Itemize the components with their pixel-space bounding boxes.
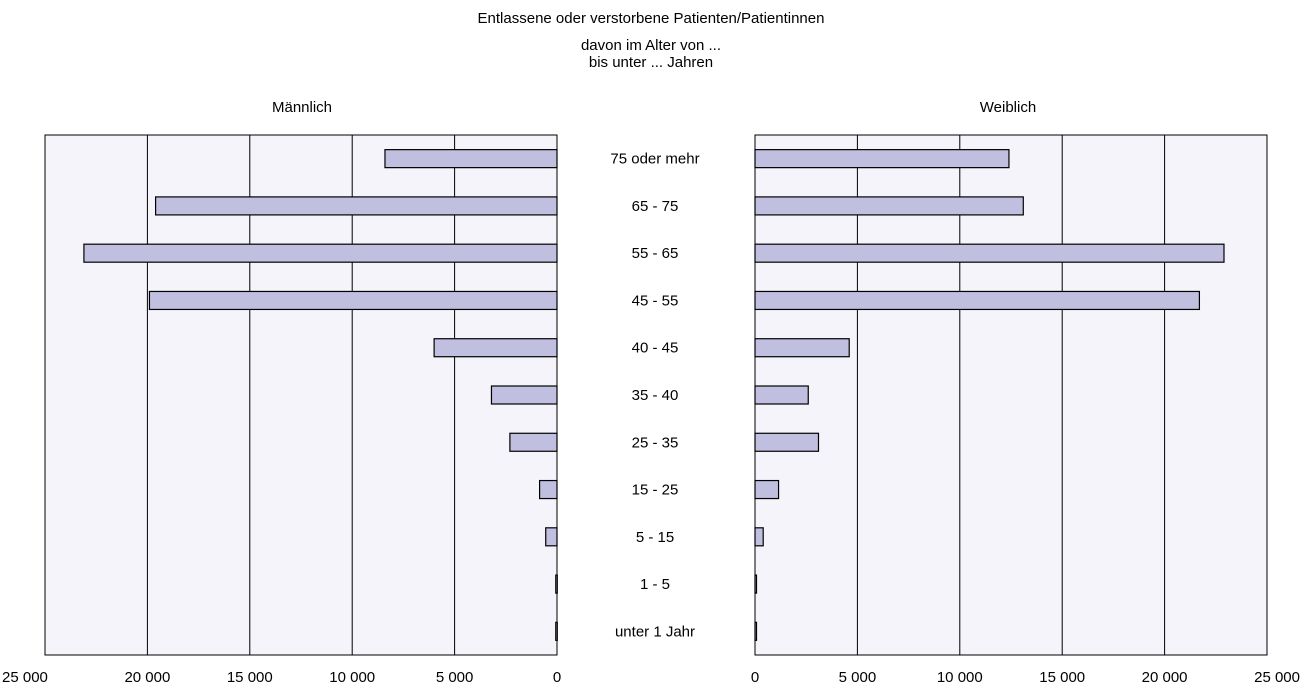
bar-female bbox=[754, 149, 1010, 169]
x-tick-label-female: 10 000 bbox=[937, 669, 983, 686]
x-tick-label-female: 20 000 bbox=[1142, 669, 1188, 686]
bar-female bbox=[754, 385, 809, 405]
plot-area-male bbox=[44, 134, 558, 656]
bar-female bbox=[754, 527, 764, 547]
bar-male bbox=[154, 196, 558, 216]
category-label: 45 - 55 bbox=[632, 292, 679, 309]
x-tick-label-female: 15 000 bbox=[1039, 669, 1085, 686]
bar-male bbox=[148, 290, 558, 311]
x-tick-label-male: 20 000 bbox=[124, 669, 170, 686]
x-tick-label-male: 10 000 bbox=[329, 669, 375, 686]
x-tick-label-female: 25 000 bbox=[1254, 669, 1300, 686]
bar-female bbox=[754, 574, 758, 594]
bar-male bbox=[384, 149, 558, 169]
x-tick-label-female: 0 bbox=[751, 669, 759, 686]
category-label: 55 - 65 bbox=[632, 245, 679, 262]
bar-male bbox=[490, 385, 558, 405]
bar-female bbox=[754, 338, 850, 358]
category-label: 75 oder mehr bbox=[610, 151, 699, 168]
panel-title-female: Weiblich bbox=[979, 99, 1037, 116]
x-tick-label-male: 0 bbox=[553, 669, 561, 686]
bar-female bbox=[754, 196, 1024, 216]
panel-title-male: Männlich bbox=[271, 99, 333, 116]
bar-male bbox=[538, 479, 558, 500]
bar-female bbox=[754, 621, 758, 641]
chart-subtitle-line2: bis unter ... Jahren bbox=[588, 54, 714, 71]
category-label: 15 - 25 bbox=[632, 482, 679, 499]
x-tick-label-male: 15 000 bbox=[227, 669, 273, 686]
bar-female bbox=[754, 479, 780, 500]
category-label: 65 - 75 bbox=[632, 198, 679, 215]
bar-male bbox=[83, 243, 558, 263]
x-tick-label-male: 25 000 bbox=[2, 669, 48, 686]
bar-male bbox=[509, 432, 558, 452]
category-label: 5 - 15 bbox=[636, 529, 674, 546]
bar-female bbox=[754, 290, 1201, 311]
category-label: 40 - 45 bbox=[632, 340, 679, 357]
bar-female bbox=[754, 432, 820, 452]
chart-subtitle-line1: davon im Alter von ... bbox=[580, 37, 722, 54]
x-tick-label-male: 5 000 bbox=[436, 669, 474, 686]
bar-male bbox=[433, 338, 558, 358]
category-label: 25 - 35 bbox=[632, 434, 679, 451]
category-label: 1 - 5 bbox=[640, 576, 670, 593]
category-label: unter 1 Jahr bbox=[615, 623, 695, 640]
bar-female bbox=[754, 243, 1225, 263]
x-tick-label-female: 5 000 bbox=[839, 669, 877, 686]
category-label: 35 - 40 bbox=[632, 387, 679, 404]
bar-male bbox=[555, 574, 558, 594]
plot-area-female bbox=[754, 134, 1268, 656]
bar-male bbox=[545, 527, 558, 547]
chart-title: Entlassene oder verstorbene Patienten/Pa… bbox=[477, 10, 825, 27]
bar-male bbox=[555, 621, 558, 641]
